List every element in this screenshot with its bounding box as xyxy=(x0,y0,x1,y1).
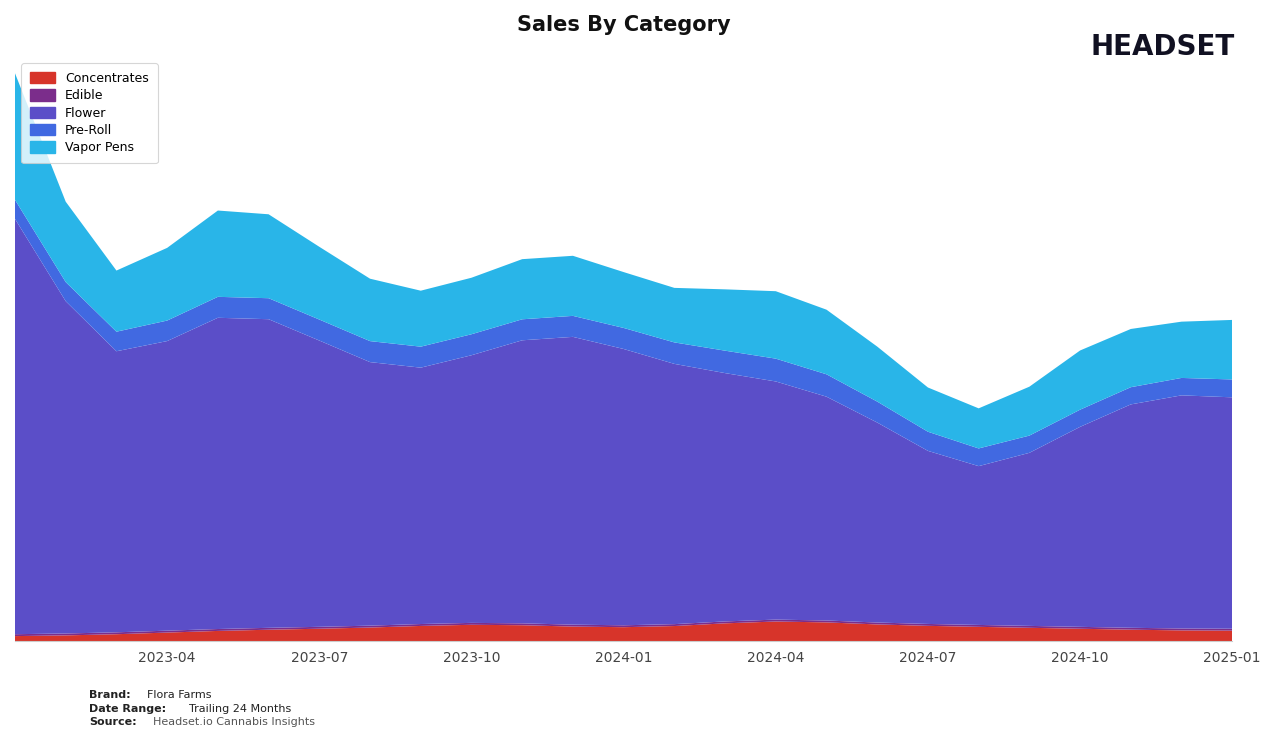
Text: Flora Farms: Flora Farms xyxy=(147,690,212,701)
Text: Trailing 24 Months: Trailing 24 Months xyxy=(189,704,291,714)
Text: HEADSET: HEADSET xyxy=(1091,33,1235,61)
Legend: Concentrates, Edible, Flower, Pre-Roll, Vapor Pens: Concentrates, Edible, Flower, Pre-Roll, … xyxy=(22,63,157,163)
Title: Sales By Category: Sales By Category xyxy=(517,15,730,35)
Text: Brand:: Brand: xyxy=(89,690,131,701)
Text: Source:: Source: xyxy=(89,717,137,727)
Text: Date Range:: Date Range: xyxy=(89,704,166,714)
Text: Headset.io Cannabis Insights: Headset.io Cannabis Insights xyxy=(153,717,315,727)
